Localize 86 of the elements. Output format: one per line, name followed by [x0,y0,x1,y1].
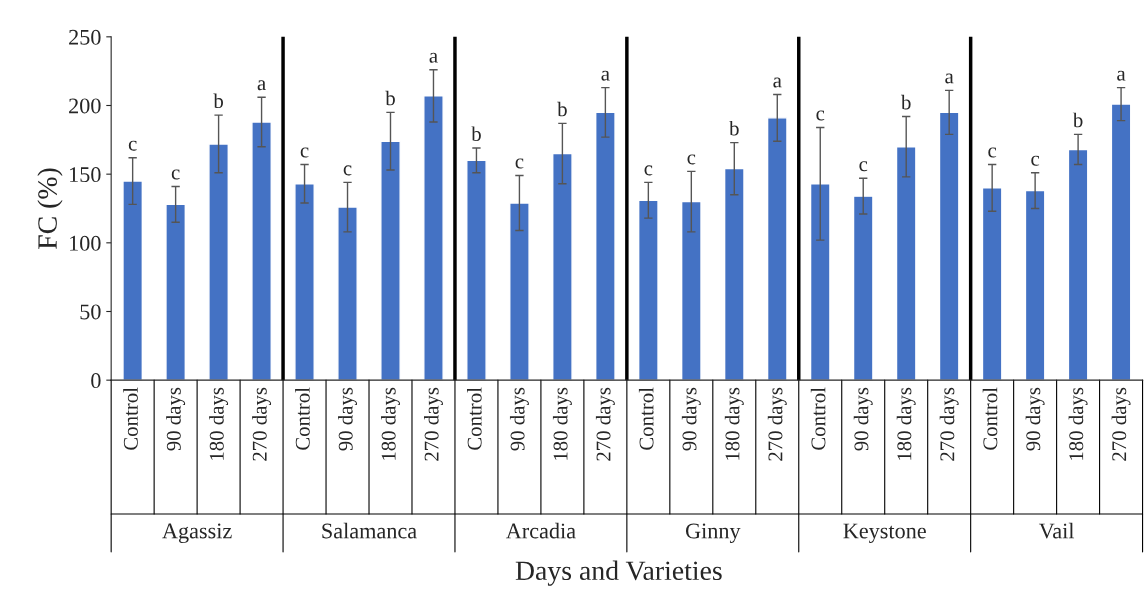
data-label: c [644,165,653,176]
y-tick-label: 150 [70,167,101,183]
x-tick-label: 270 days [1111,387,1131,461]
bar [165,203,186,381]
x-tick-label: 180 days [1068,387,1088,460]
data-label: c [687,154,696,165]
x-tick-label: 270 days [252,387,272,461]
data-label: c [300,147,309,158]
bar [294,183,315,381]
bar [1024,189,1046,381]
data-label: a [1117,70,1126,81]
x-tick-label: 270 days [595,387,615,461]
bar [423,95,444,381]
x-tick-label: 180 days [209,387,229,460]
text: Keystone [843,523,926,544]
data-label: c [128,140,137,151]
bar [895,145,917,381]
bar [1110,103,1132,381]
x-tick-label: Control [638,387,654,450]
bar [380,140,401,381]
data-label: c [988,147,997,158]
text: Salamanca [322,522,417,539]
x-tick-label: 180 days [724,387,744,460]
x-tick-label: Control [982,387,998,450]
bar [938,111,960,381]
x-tick-label: Control [123,387,138,450]
y-axis-title: FC (%) [37,168,63,249]
x-tick-label: 180 days [552,387,572,460]
data-label: a [945,73,954,84]
data-label: c [859,161,868,172]
bar [809,183,831,381]
bar [680,200,702,381]
y-tick-label: 200 [69,98,101,114]
text: Ginny [685,523,741,544]
data-label: b [729,120,739,136]
y-tick-label: 0 [91,373,101,389]
x-tick-label: 90 days [681,387,701,451]
x-tick-label: 90 days [166,387,186,451]
bar [723,167,745,381]
x-axis-title: Days and Varieties [515,560,722,586]
data-label: b [471,126,481,142]
bar [509,202,530,381]
data-label: a [773,77,782,88]
x-tick-label: Control [810,387,826,450]
data-label: a [601,70,610,81]
data-label: c [816,110,825,121]
x-tick-label: 180 days [896,387,916,460]
bar [595,111,616,381]
data-label: a [429,52,438,63]
data-label: a [257,80,266,91]
bar [981,187,1003,381]
bar [466,159,487,381]
x-tick-label: 180 days [381,387,400,460]
data-label: c [515,158,524,169]
data-label: b [213,93,224,109]
x-tick-label: 90 days [853,387,873,451]
x-tick-label: 90 days [509,387,529,451]
bar [1067,148,1089,381]
text: Agassiz [162,523,232,544]
bar [852,195,874,381]
bar [337,206,358,381]
y-tick-label: 50 [80,304,101,320]
bar [251,121,272,381]
data-label: c [1031,155,1040,166]
data-label: b [900,94,911,110]
text: Arcadia [505,522,576,539]
text: Vail [1038,522,1075,539]
y-tick-label: 250 [69,29,101,45]
data-label: c [343,165,352,176]
x-tick-label: 90 days [1025,387,1045,451]
bar [122,180,144,381]
x-tick-label: Control [295,387,310,450]
bar [208,143,229,381]
data-label: b [1072,112,1083,128]
data-label: b [557,101,567,117]
data-label: c [171,169,180,180]
y-tick-label: 100 [70,235,101,251]
bar [766,117,788,381]
bar [552,152,573,381]
bar [637,199,659,381]
x-tick-label: 270 days [939,387,959,461]
data-label: b [385,90,395,106]
x-tick-label: Control [467,387,482,450]
x-tick-label: 270 days [767,387,787,461]
x-tick-label: 270 days [424,387,443,461]
x-tick-label: 90 days [338,387,357,451]
